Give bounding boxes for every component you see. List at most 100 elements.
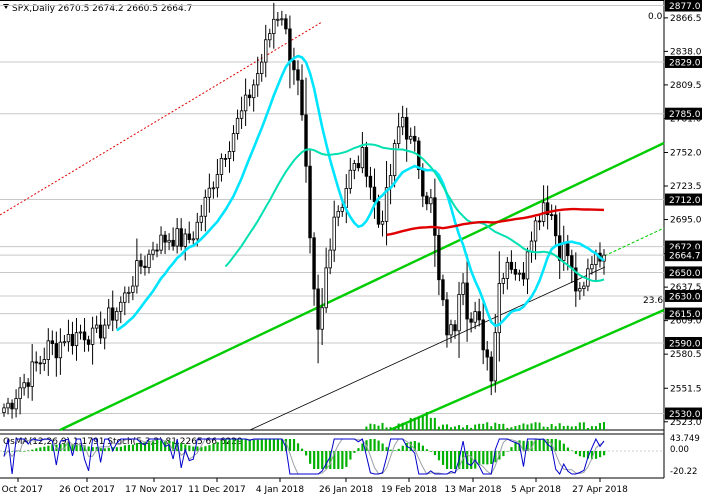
candle-body [537, 220, 542, 223]
x-tick-label: 26 Oct 2017 [59, 485, 115, 495]
candle-body [570, 255, 574, 269]
volume-bar [401, 422, 404, 430]
moving-averages [116, 54, 605, 332]
projection-line [599, 227, 665, 259]
time-axis: 4 Oct 2017 26 Oct 2017 17 Nov 2017 11 Dec 2… [0, 478, 628, 495]
candle-body [368, 175, 373, 188]
ma-slow-line [386, 207, 605, 236]
candle-body [143, 265, 147, 268]
level-box [665, 249, 702, 262]
candle-body [453, 324, 457, 332]
osama-histogram-bar [264, 439, 267, 451]
osama-histogram-bar [377, 440, 380, 451]
level-box [665, 289, 702, 302]
osama-histogram-bar [317, 451, 320, 469]
candle-body [553, 214, 558, 237]
osama-histogram-bar [99, 448, 102, 451]
candle-body [437, 234, 441, 281]
volume-bar [405, 424, 408, 430]
candle-body [34, 361, 38, 364]
candle-body [18, 387, 22, 399]
osama-histogram-bar [558, 440, 561, 451]
fib-label-mid: 23.6 [643, 296, 663, 306]
osama-histogram-bar [256, 439, 259, 451]
candle-body [163, 234, 167, 243]
candle-body [264, 39, 268, 63]
candle-body [26, 382, 30, 387]
candle-body [171, 239, 175, 247]
candle-body [251, 84, 256, 99]
candle-body [151, 249, 155, 255]
osama-histogram-bar [139, 441, 143, 451]
osama-histogram-bar [393, 450, 396, 451]
volume-bar [466, 425, 469, 430]
osama-histogram-bar [268, 439, 271, 451]
osama-histogram-bar [31, 449, 34, 451]
osama-histogram-bar [405, 442, 408, 451]
osama-histogram-bar [603, 451, 606, 456]
volume-bar [413, 417, 416, 430]
x-tick-label: 13 Mar 2018 [444, 485, 501, 495]
osama-histogram-bar [216, 442, 219, 451]
candle-body [231, 133, 236, 152]
volume-bar [558, 423, 561, 430]
volume-bar [369, 423, 372, 430]
volume-bar [526, 424, 529, 430]
osama-histogram-bar [67, 443, 70, 451]
candle-body [247, 94, 252, 99]
osama-histogram-bar [538, 439, 541, 451]
candle-body [268, 33, 272, 41]
candle-body [300, 79, 304, 116]
candle-body [457, 294, 461, 332]
candle-body [255, 73, 260, 86]
x-tick-label: 5 Apr 2018 [511, 485, 561, 495]
x-tick-label: 26 Jan 2018 [319, 485, 373, 495]
volume-bar [562, 425, 565, 430]
osama-histogram-bar [574, 451, 578, 455]
candle-body [517, 272, 522, 275]
osama-histogram-bar [83, 445, 86, 451]
candle-body [324, 267, 328, 309]
candle-body [525, 251, 530, 280]
osama-histogram-bar [111, 447, 114, 451]
candle-body [513, 268, 518, 275]
volume-bar [538, 422, 541, 430]
osama-histogram-bar [381, 443, 384, 451]
candle-body [86, 339, 91, 345]
candle-body [493, 332, 497, 382]
candle-body [364, 147, 369, 177]
candle-body [582, 285, 586, 289]
candle-body [413, 135, 417, 142]
volume-bar [522, 423, 525, 430]
y-tick-label: 2695.0 [670, 216, 702, 226]
candle-body [46, 340, 50, 360]
osama-histogram-bar [176, 442, 179, 451]
candle-body [195, 221, 199, 240]
osama-histogram-bar [486, 451, 489, 465]
volume-bar [506, 427, 509, 430]
osama-histogram-bar [530, 440, 533, 451]
osama-histogram-bar [71, 443, 74, 451]
volume-bar [445, 424, 448, 430]
level-label: 2650.0 [669, 269, 701, 279]
osama-histogram-bar [441, 451, 445, 465]
chart-menu-icon[interactable] [3, 4, 9, 9]
chart-title: SPX,Daily 2670.5 2674.2 2660.5 2664.7 [12, 4, 192, 14]
volume-bar [393, 427, 396, 430]
osama-histogram-bar [87, 446, 90, 451]
volume-bar [365, 426, 368, 430]
osama-histogram-bar [313, 451, 316, 469]
osama-histogram-bar [192, 446, 195, 451]
volume-bar [510, 427, 513, 430]
candle-body [159, 234, 163, 251]
level-label: 2590.0 [669, 339, 701, 349]
osama-histogram-bar [425, 449, 429, 451]
candle-body [509, 261, 514, 270]
volume-bar [389, 427, 392, 430]
osama-histogram-bar [284, 439, 288, 451]
osama-histogram-bar [184, 444, 187, 451]
osama-histogram-bar [353, 451, 356, 453]
osama-histogram-bar [534, 439, 537, 451]
osama-histogram-bar [478, 451, 481, 466]
candle-body [533, 220, 538, 242]
